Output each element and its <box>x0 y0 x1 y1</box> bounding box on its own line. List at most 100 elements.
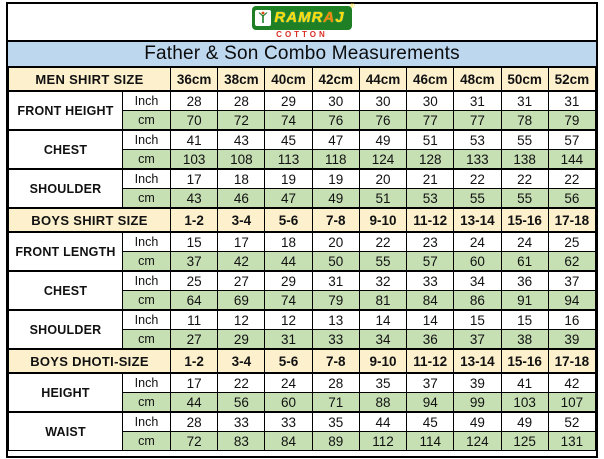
cm-value-cell: 55 <box>453 188 502 209</box>
size-column-header: 1-2 <box>169 348 219 374</box>
inch-value-cell: 37 <box>406 372 455 393</box>
inch-value-cell: 15 <box>453 309 502 330</box>
size-column-header: 9-10 <box>358 348 408 374</box>
cm-value-cell: 53 <box>406 188 455 209</box>
size-column-header: 11-12 <box>406 207 455 233</box>
inch-value-cell: 36 <box>500 270 549 291</box>
section-header-label: MEN SHIRT SIZE <box>8 66 171 92</box>
measure-label: WAIST <box>8 411 123 451</box>
inch-value-cell: 17 <box>169 372 219 393</box>
cm-value-cell: 51 <box>358 188 408 209</box>
cm-value-cell: 74 <box>264 110 313 131</box>
size-column-header: 46cm <box>406 66 455 92</box>
inch-value-cell: 31 <box>453 90 502 111</box>
inch-value-cell: 31 <box>500 90 549 111</box>
cm-value-cell: 62 <box>547 251 597 272</box>
measure-label: SHOULDER <box>8 168 123 209</box>
measure-label: CHEST <box>8 270 123 311</box>
cm-value-cell: 60 <box>453 251 502 272</box>
unit-cm-label: cm <box>122 392 171 413</box>
unit-cm-label: cm <box>122 149 171 170</box>
cm-row: cm 27 29 31 33 34 36 37 38 39 <box>9 329 597 350</box>
size-column-header: 7-8 <box>311 207 360 233</box>
inch-value-cell: 18 <box>264 231 313 252</box>
cm-value-cell: 108 <box>217 149 266 170</box>
cm-value-cell: 50 <box>311 251 360 272</box>
inch-value-cell: 30 <box>311 90 360 111</box>
inch-row: FRONT HEIGHT Inch 28 28 29 30 30 30 31 31 31 <box>8 90 597 131</box>
unit-inch-label: Inch <box>122 309 171 330</box>
inch-value-cell: 25 <box>169 270 219 291</box>
inch-value-cell: 35 <box>358 372 408 393</box>
cm-value-cell: 77 <box>453 110 502 131</box>
cm-value-cell: 37 <box>453 329 502 350</box>
inch-value-cell: 32 <box>358 270 408 291</box>
cm-value-cell: 84 <box>406 290 455 311</box>
size-column-header: 13-14 <box>453 348 502 374</box>
inch-value-cell: 30 <box>406 90 455 111</box>
size-column-header: 15-16 <box>500 207 549 233</box>
unit-inch-label: Inch <box>122 270 171 291</box>
cm-row: cm 70 72 74 76 76 77 77 78 79 <box>9 110 597 131</box>
size-column-header: 5-6 <box>264 207 313 233</box>
size-column-header: 38cm <box>217 66 266 92</box>
section-header-row: BOYS SHIRT SIZE 1-2 3-4 5-6 7-8 9-10 11-12 13-1… <box>8 207 597 233</box>
inch-value-cell: 12 <box>217 309 266 330</box>
inch-value-cell: 20 <box>311 231 360 252</box>
cm-value-cell: 37 <box>169 251 219 272</box>
inch-value-cell: 28 <box>169 411 219 432</box>
cm-value-cell: 103 <box>169 149 219 170</box>
cm-value-cell: 113 <box>264 149 313 170</box>
inch-value-cell: 43 <box>217 129 266 150</box>
inch-value-cell: 22 <box>358 231 408 252</box>
cm-value-cell: 27 <box>169 329 219 350</box>
size-column-header: 17-18 <box>547 348 597 374</box>
cm-value-cell: 71 <box>311 392 360 413</box>
measurements-table-body: MEN SHIRT SIZE 36cm 38cm 40cm 42cm 44cm 46cm 48… <box>8 66 597 451</box>
cm-value-cell: 88 <box>358 392 408 413</box>
cm-value-cell: 49 <box>311 188 360 209</box>
cm-value-cell: 79 <box>311 290 360 311</box>
inch-value-cell: 37 <box>547 270 597 291</box>
cm-value-cell: 74 <box>264 290 313 311</box>
section-header-row: MEN SHIRT SIZE 36cm 38cm 40cm 42cm 44cm 46cm 48… <box>8 66 597 92</box>
cm-value-cell: 47 <box>264 188 313 209</box>
inch-value-cell: 49 <box>453 411 502 432</box>
unit-cm-label: cm <box>122 290 171 311</box>
unit-inch-label: Inch <box>122 129 171 150</box>
section-header-label: BOYS DHOTI-SIZE <box>8 348 171 374</box>
inch-value-cell: 29 <box>264 270 313 291</box>
inch-row: SHOULDER Inch 17 18 19 19 20 21 22 22 22 <box>8 168 597 209</box>
cm-value-cell: 112 <box>358 431 408 451</box>
cm-value-cell: 39 <box>547 329 597 350</box>
cm-value-cell: 77 <box>406 110 455 131</box>
inch-value-cell: 22 <box>547 168 597 189</box>
brand-part-1: RAMR <box>274 9 324 26</box>
size-column-header: 42cm <box>311 66 360 92</box>
inch-value-cell: 28 <box>217 90 266 111</box>
inch-row: WAIST Inch 28 33 33 35 44 45 49 49 52 <box>8 411 597 451</box>
inch-value-cell: 24 <box>500 231 549 252</box>
cm-value-cell: 124 <box>358 149 408 170</box>
inch-value-cell: 16 <box>547 309 597 330</box>
inch-value-cell: 44 <box>358 411 408 432</box>
cm-value-cell: 91 <box>500 290 549 311</box>
inch-value-cell: 45 <box>264 129 313 150</box>
cm-value-cell: 99 <box>453 392 502 413</box>
divider-line <box>8 40 596 42</box>
cm-row: cm 44 56 60 71 88 94 99 103 107 <box>9 392 597 413</box>
cm-value-cell: 84 <box>264 431 313 451</box>
size-column-header: 3-4 <box>217 348 266 374</box>
section-header-row: BOYS DHOTI-SIZE 1-2 3-4 5-6 7-8 9-10 11-12 13-1… <box>8 348 597 374</box>
inch-value-cell: 49 <box>358 129 408 150</box>
size-column-header: 11-12 <box>406 348 455 374</box>
size-column-header: 52cm <box>547 66 597 92</box>
inch-value-cell: 17 <box>217 231 266 252</box>
cm-value-cell: 36 <box>406 329 455 350</box>
cm-value-cell: 128 <box>406 149 455 170</box>
inch-value-cell: 57 <box>547 129 597 150</box>
inch-value-cell: 47 <box>311 129 360 150</box>
plant-person-icon <box>255 9 272 26</box>
cm-row: cm 72 83 84 89 112 114 124 125 131 <box>9 431 597 451</box>
cm-value-cell: 76 <box>358 110 408 131</box>
